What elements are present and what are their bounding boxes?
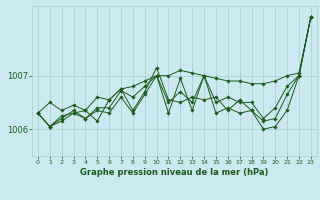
- X-axis label: Graphe pression niveau de la mer (hPa): Graphe pression niveau de la mer (hPa): [80, 168, 268, 177]
